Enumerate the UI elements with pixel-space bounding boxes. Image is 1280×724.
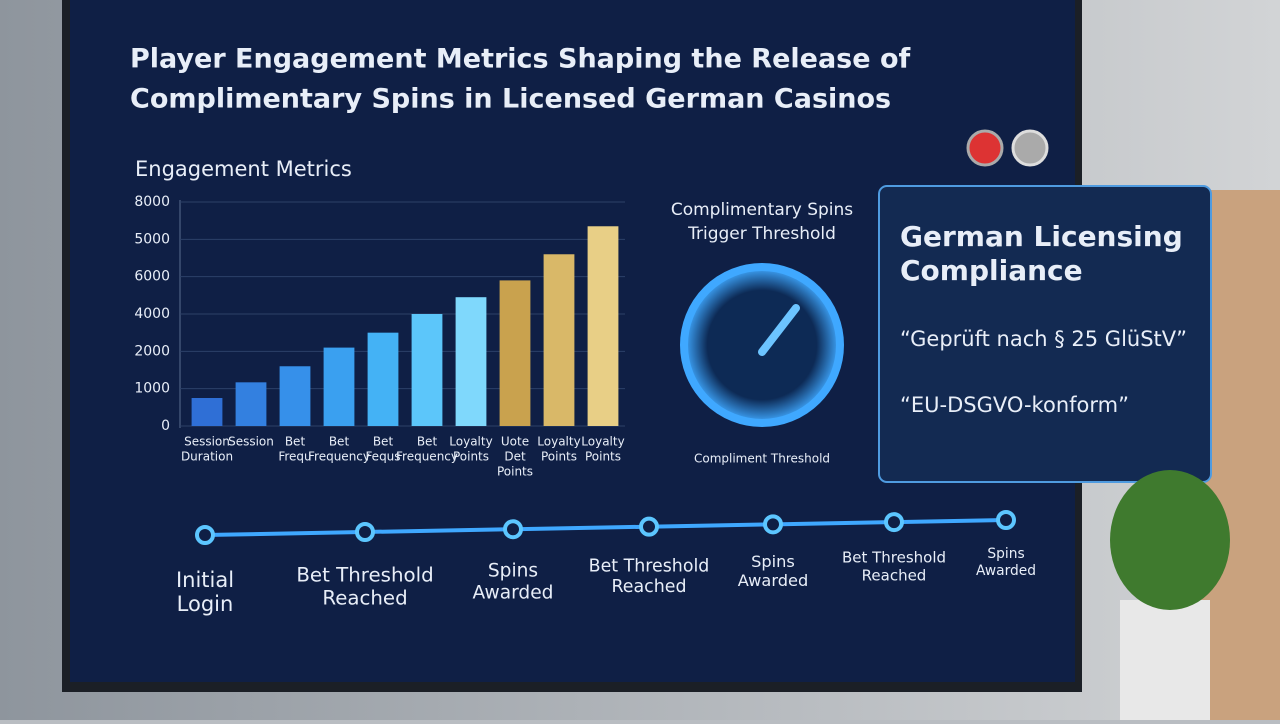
x-tick-label: Points <box>585 450 621 464</box>
x-tick-label: Fequs <box>365 450 400 464</box>
gauge-title: Complimentary Spins <box>671 200 853 220</box>
x-tick-label: Uote <box>501 435 529 449</box>
bar <box>235 382 267 426</box>
timeline-node <box>639 516 659 537</box>
bar <box>367 332 399 426</box>
compliance-title: German Licensing <box>900 220 1183 253</box>
timeline-node <box>195 525 215 545</box>
bar <box>499 280 531 426</box>
timeline-label: Awarded <box>473 582 554 603</box>
x-tick-label: Bet <box>285 435 306 449</box>
y-tick-label: 4000 <box>134 306 170 322</box>
flag-icon <box>966 129 1004 167</box>
gauge-needle <box>758 304 800 356</box>
x-tick-label: Points <box>541 450 577 464</box>
timeline-label: Bet Threshold <box>296 564 433 587</box>
x-tick-label: Bet <box>417 435 438 449</box>
x-tick-label: Points <box>453 450 489 464</box>
timeline-node <box>884 512 904 533</box>
y-tick-label: 6000 <box>134 269 170 285</box>
x-tick-label: Det <box>504 450 526 464</box>
timeline-label: Spins <box>488 561 538 582</box>
x-tick-label: Loyalty <box>537 435 580 449</box>
timeline-label: Awarded <box>976 563 1036 579</box>
gauge-label: Compliment Threshold <box>694 452 830 466</box>
title-line: Complimentary Spins in Licensed German C… <box>130 84 891 115</box>
title-line: Player Engagement Metrics Shaping the Re… <box>130 44 910 75</box>
timeline-label: Reached <box>322 586 407 609</box>
chart-title: Engagement Metrics <box>135 157 352 181</box>
timeline-label: Spins <box>987 546 1024 562</box>
timeline-label: Bet Threshold <box>589 557 710 577</box>
x-tick-label: Frequency <box>396 450 458 464</box>
gauge-title: Trigger Threshold <box>687 224 836 244</box>
bar <box>587 226 619 426</box>
x-tick-label: Session <box>184 435 230 449</box>
timeline-label: Awarded <box>738 571 808 590</box>
x-tick-label: Session <box>228 435 274 449</box>
x-tick-label: Loyalty <box>581 435 624 449</box>
y-tick-label: 5000 <box>134 231 170 247</box>
timeline-line <box>204 518 1007 537</box>
timeline-node <box>503 519 523 540</box>
timeline-label: Bet Threshold <box>842 549 946 567</box>
x-tick-label: Frequency <box>308 450 370 464</box>
y-tick-label: 8000 <box>134 194 170 210</box>
gauge <box>680 263 844 427</box>
x-tick-label: Bet <box>329 435 350 449</box>
seal-icon <box>1011 129 1049 167</box>
bar <box>543 254 575 426</box>
bar <box>279 366 311 426</box>
bar <box>191 398 223 426</box>
y-tick-label: 2000 <box>134 343 170 359</box>
compliance-panel <box>878 185 1212 483</box>
x-tick-label: Loyalty <box>449 435 492 449</box>
timeline-label: Initial <box>176 568 234 592</box>
bar <box>411 314 443 426</box>
plant-pot <box>1120 600 1210 720</box>
x-tick-label: Duration <box>181 450 233 464</box>
x-tick-label: Frequ <box>278 450 311 464</box>
x-tick-label: Bet <box>373 435 394 449</box>
bar <box>455 297 487 426</box>
timeline-label: Reached <box>612 577 687 597</box>
plant <box>1110 470 1230 610</box>
y-tick-label: 0 <box>161 418 170 434</box>
compliance-item: “Geprüft nach § 25 GlüStV” <box>900 327 1187 351</box>
y-tick-label: 1000 <box>134 381 170 397</box>
timeline-node <box>996 510 1016 530</box>
timeline-label: Reached <box>862 567 927 585</box>
compliance-item: “EU-DSGVO-konform” <box>900 393 1129 417</box>
timeline-node <box>763 514 783 535</box>
timeline-node <box>355 522 375 543</box>
bar <box>323 347 355 426</box>
x-tick-label: Points <box>497 465 533 479</box>
compliance-title: Compliance <box>900 254 1083 287</box>
timeline-label: Login <box>177 592 234 616</box>
timeline-label: Spins <box>751 552 795 571</box>
